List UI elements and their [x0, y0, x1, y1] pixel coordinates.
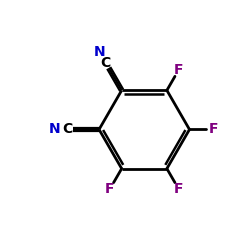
Text: N: N	[94, 45, 106, 59]
Text: N: N	[49, 122, 61, 136]
Text: C: C	[62, 122, 72, 136]
Text: F: F	[174, 182, 184, 196]
Text: F: F	[208, 122, 218, 136]
Text: C: C	[100, 56, 111, 70]
Text: F: F	[174, 63, 184, 77]
Text: F: F	[105, 182, 115, 196]
